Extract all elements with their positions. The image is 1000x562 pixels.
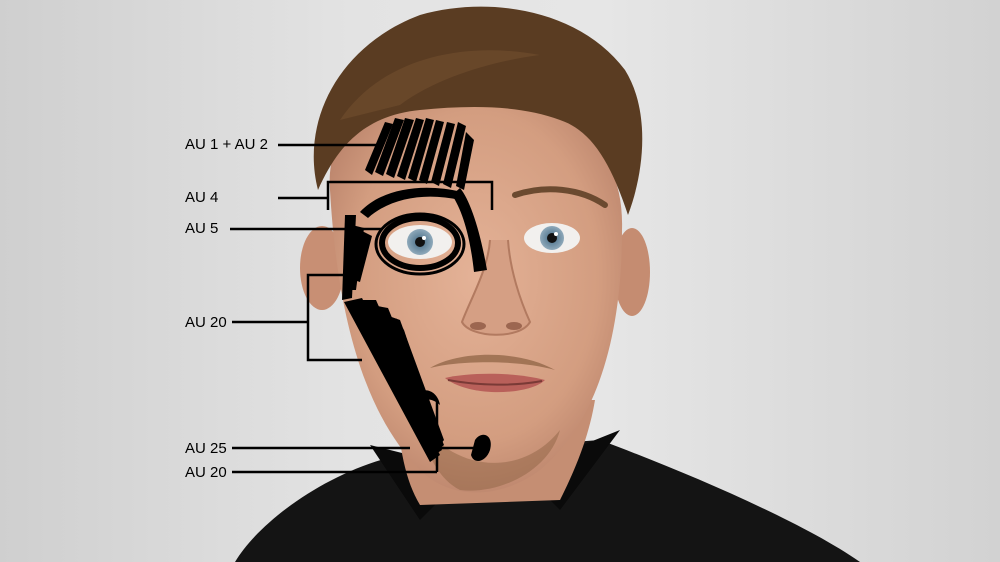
mouth — [445, 373, 545, 393]
orbicularis-oculi — [379, 215, 461, 271]
beard-stubble — [420, 420, 560, 491]
au-25-label: AU 25 — [185, 440, 227, 457]
au-5-label: AU 5 — [185, 220, 219, 237]
orbicularis-brow — [360, 187, 462, 218]
frontalis-muscle — [365, 118, 474, 190]
right-ear — [614, 228, 650, 316]
nose — [460, 239, 532, 336]
au-4-label: AU 4 — [185, 189, 219, 206]
right-pupil — [547, 233, 557, 243]
left-pupil — [415, 237, 425, 247]
corrugator-muscle — [452, 188, 487, 272]
au-1-2-label: AU 1 + AU 2 — [185, 136, 268, 153]
mouth-corner-muscle — [415, 390, 440, 405]
left-ear — [300, 226, 344, 310]
zygomaticus-muscle — [344, 298, 444, 462]
mentalis-muscle — [471, 434, 491, 462]
risorius-muscle — [342, 215, 372, 300]
leader-lines — [230, 143, 494, 474]
hair-shade — [340, 50, 540, 120]
moustache — [430, 354, 555, 370]
hair — [313, 6, 643, 216]
right-eyebrow — [512, 186, 608, 208]
au-20-upper-label: AU 20 — [185, 314, 227, 331]
au-20-lower-label: AU 20 — [185, 464, 227, 481]
